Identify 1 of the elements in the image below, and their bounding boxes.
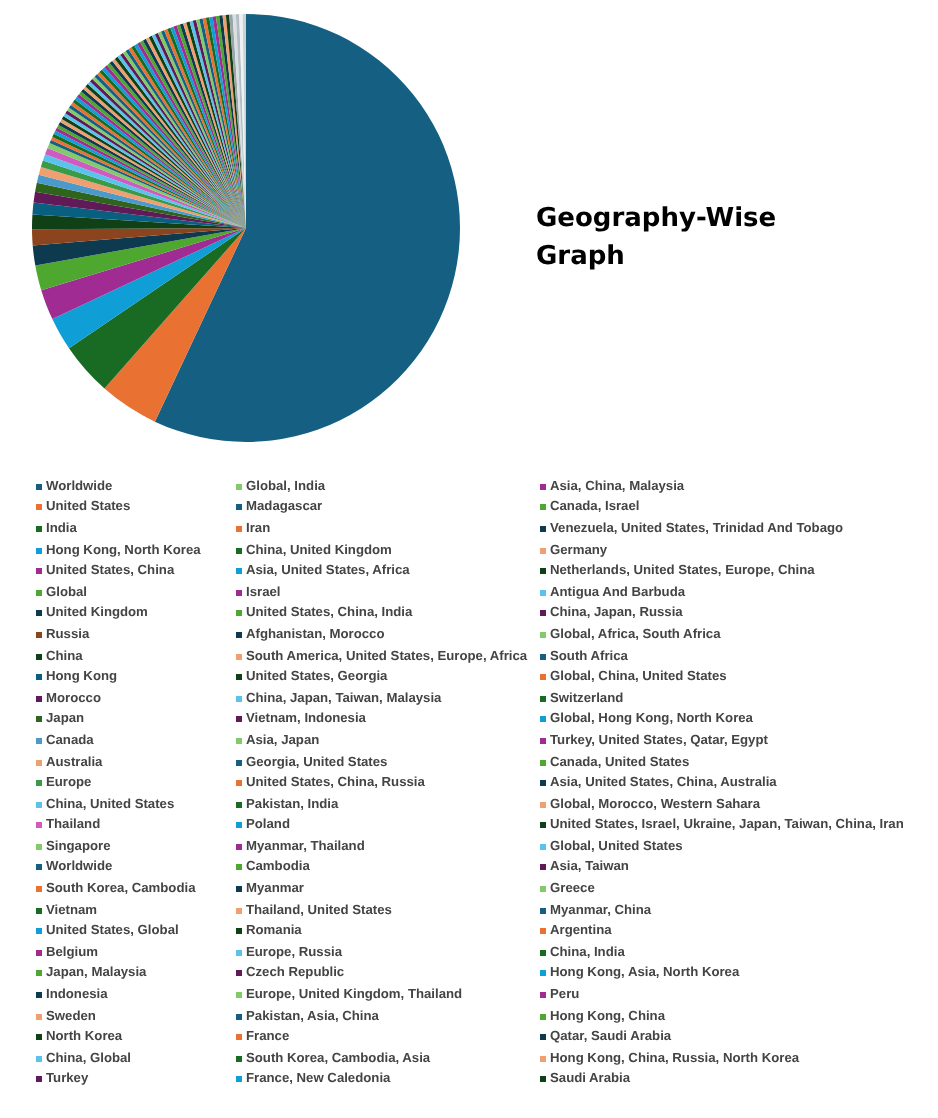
text: Geography-Wise Graph bbox=[536, 202, 779, 276]
